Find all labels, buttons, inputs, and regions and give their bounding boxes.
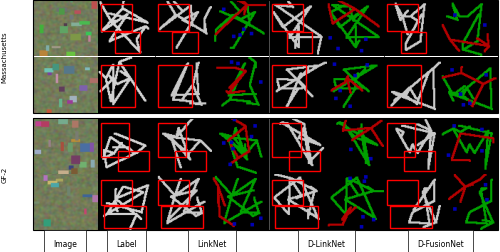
- Bar: [286, 33, 312, 54]
- Text: Label: Label: [116, 239, 136, 248]
- Bar: [272, 5, 304, 32]
- Bar: [101, 180, 132, 205]
- Bar: [387, 124, 415, 157]
- Text: D-LinkNet: D-LinkNet: [308, 239, 346, 248]
- Bar: [172, 33, 198, 54]
- Bar: [158, 66, 192, 108]
- Bar: [101, 124, 129, 157]
- Text: LinkNet: LinkNet: [198, 239, 226, 248]
- Bar: [272, 66, 306, 108]
- Bar: [390, 207, 432, 228]
- Text: D-FusionNet: D-FusionNet: [418, 239, 464, 248]
- Bar: [290, 152, 320, 171]
- Bar: [272, 180, 304, 205]
- Text: Image: Image: [53, 239, 77, 248]
- Text: Massachusetts: Massachusetts: [2, 32, 8, 83]
- Bar: [404, 152, 434, 171]
- Bar: [175, 152, 206, 171]
- Text: GF-2: GF-2: [2, 166, 8, 182]
- Bar: [387, 180, 418, 205]
- Bar: [272, 124, 300, 157]
- Bar: [101, 66, 134, 108]
- Bar: [158, 5, 189, 32]
- Bar: [387, 66, 420, 108]
- Bar: [401, 33, 426, 54]
- Bar: [104, 207, 146, 228]
- Bar: [101, 5, 132, 32]
- Bar: [158, 180, 189, 205]
- Bar: [158, 124, 186, 157]
- Bar: [161, 207, 203, 228]
- Bar: [276, 207, 318, 228]
- Bar: [115, 33, 140, 54]
- Bar: [387, 5, 418, 32]
- Bar: [118, 152, 149, 171]
